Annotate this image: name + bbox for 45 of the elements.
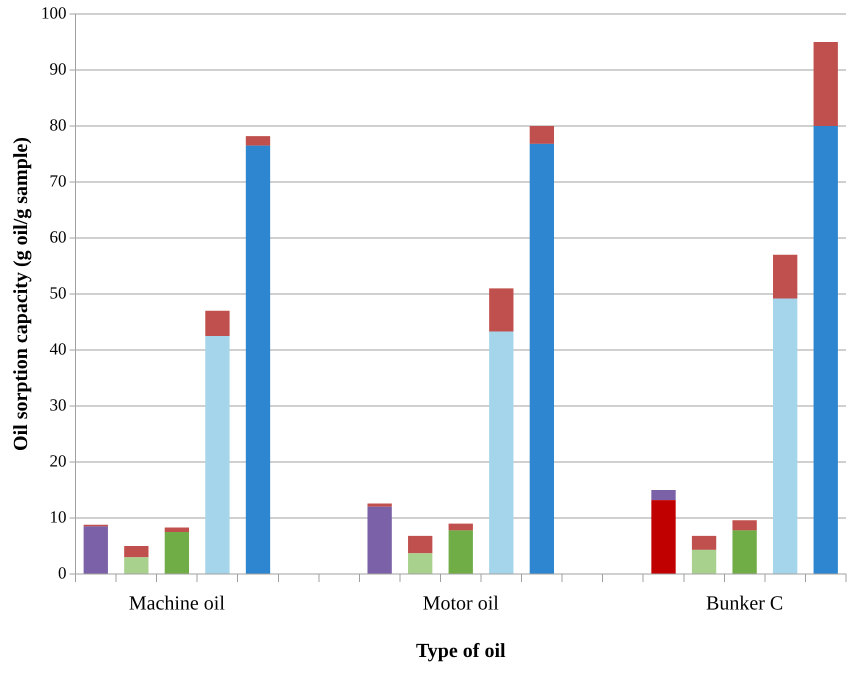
bar: [124, 546, 148, 558]
y-tick-label: 10: [50, 507, 66, 526]
bar: [814, 42, 838, 126]
bar: [651, 500, 676, 574]
bar: [489, 288, 514, 332]
y-tick-label: 50: [50, 283, 66, 302]
bar: [246, 136, 270, 146]
bar: [84, 526, 108, 574]
x-tick-label: Motor oil: [422, 592, 500, 614]
bar: [530, 126, 554, 144]
bar: [732, 520, 757, 530]
x-tick-label: Machine oil: [128, 592, 226, 614]
bar: [205, 336, 230, 574]
bar: [651, 490, 676, 500]
bar: [692, 536, 716, 550]
y-axis-title: Oil sorption capacity (g oil/g sample): [10, 137, 32, 451]
bar: [246, 146, 270, 574]
bar: [205, 310, 230, 336]
bar: [408, 553, 432, 574]
bar: [448, 530, 473, 574]
bar: [773, 254, 798, 298]
bar: [408, 536, 432, 554]
bar: [489, 332, 514, 574]
bar: [124, 557, 148, 574]
bar: [773, 298, 798, 574]
x-axis-title: Type of oil: [416, 640, 506, 662]
bar: [732, 530, 757, 574]
y-tick-label: 20: [50, 451, 66, 470]
bar: [164, 528, 190, 532]
bar: [367, 506, 392, 574]
y-tick-label: 30: [50, 395, 66, 414]
y-tick-label: 90: [50, 59, 66, 78]
bar: [448, 524, 473, 530]
bar: [530, 144, 554, 574]
x-tick-label: Bunker C: [706, 592, 784, 614]
bar: [692, 550, 716, 574]
bar: [164, 532, 190, 574]
bar: [814, 126, 838, 574]
y-tick-label: 70: [50, 171, 66, 190]
y-tick-label: 0: [58, 563, 66, 582]
y-tick-label: 100: [41, 3, 66, 22]
y-tick-label: 80: [50, 115, 66, 134]
bar: [367, 503, 392, 507]
y-tick-label: 40: [50, 339, 66, 358]
y-tick-label: 60: [50, 227, 66, 246]
